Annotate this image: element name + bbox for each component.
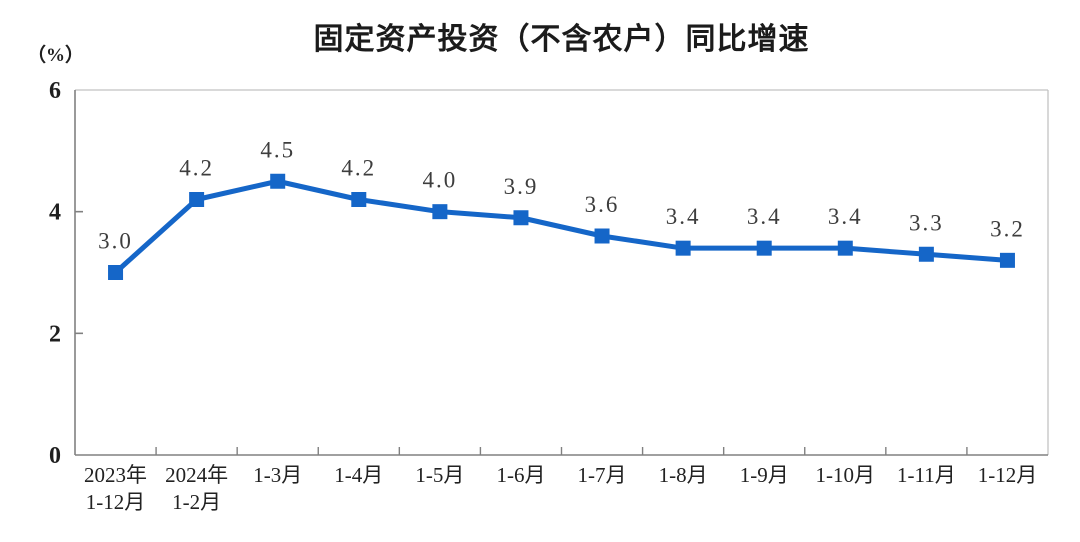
data-point-marker — [594, 228, 610, 244]
data-point-marker — [351, 192, 367, 207]
data-point-label: 4.2 — [179, 156, 214, 181]
y-tick-label: 2 — [49, 321, 61, 347]
y-tick-label: 4 — [49, 200, 61, 226]
x-tick-label: 1-2月 — [172, 490, 221, 514]
x-tick-label: 1-12月 — [978, 463, 1038, 487]
data-point-label: 3.4 — [666, 204, 701, 229]
x-tick-label: 1-9月 — [740, 463, 789, 487]
data-point-marker — [189, 192, 205, 207]
data-point-marker — [270, 173, 286, 189]
y-tick-label: 6 — [49, 78, 61, 104]
data-point-marker — [513, 210, 529, 226]
chart-title: 固定资产投资（不含农户）同比增速 — [313, 23, 810, 56]
x-tick-label: 1-3月 — [253, 463, 302, 487]
x-tick-label: 1-5月 — [415, 463, 464, 487]
data-point-marker — [918, 246, 934, 262]
data-point-marker — [675, 240, 691, 256]
x-tick-label: 1-8月 — [659, 463, 708, 487]
x-tick-label: 1-6月 — [496, 463, 545, 487]
x-tick-label: 1-7月 — [578, 463, 627, 487]
data-point-label: 3.4 — [747, 204, 782, 229]
data-point-label: 4.5 — [260, 137, 295, 162]
data-point-marker — [999, 252, 1015, 268]
data-point-label: 3.6 — [585, 192, 620, 217]
data-point-label: 3.0 — [98, 229, 133, 254]
data-point-label: 3.2 — [990, 216, 1025, 241]
x-tick-label: 1-10月 — [816, 463, 876, 487]
data-point-marker — [837, 240, 853, 256]
x-tick-label: 1-12月 — [86, 490, 146, 514]
y-axis-unit-label: （%） — [27, 45, 85, 66]
y-tick-label: 0 — [49, 443, 61, 469]
data-point-label: 3.4 — [828, 204, 863, 229]
x-tick-label: 1-4月 — [334, 463, 383, 487]
x-tick-label: 2024年 — [165, 463, 228, 487]
x-tick-label: 1-11月 — [897, 463, 956, 487]
data-point-label: 3.9 — [504, 174, 539, 199]
data-point-marker — [432, 204, 448, 220]
data-point-marker — [108, 265, 124, 280]
data-point-label: 4.2 — [341, 156, 376, 181]
data-point-label: 4.0 — [423, 168, 458, 193]
series-line — [113, 178, 1010, 275]
data-point-label: 3.3 — [909, 210, 944, 235]
data-point-marker — [756, 240, 772, 256]
x-tick-label: 2023年 — [84, 463, 147, 487]
